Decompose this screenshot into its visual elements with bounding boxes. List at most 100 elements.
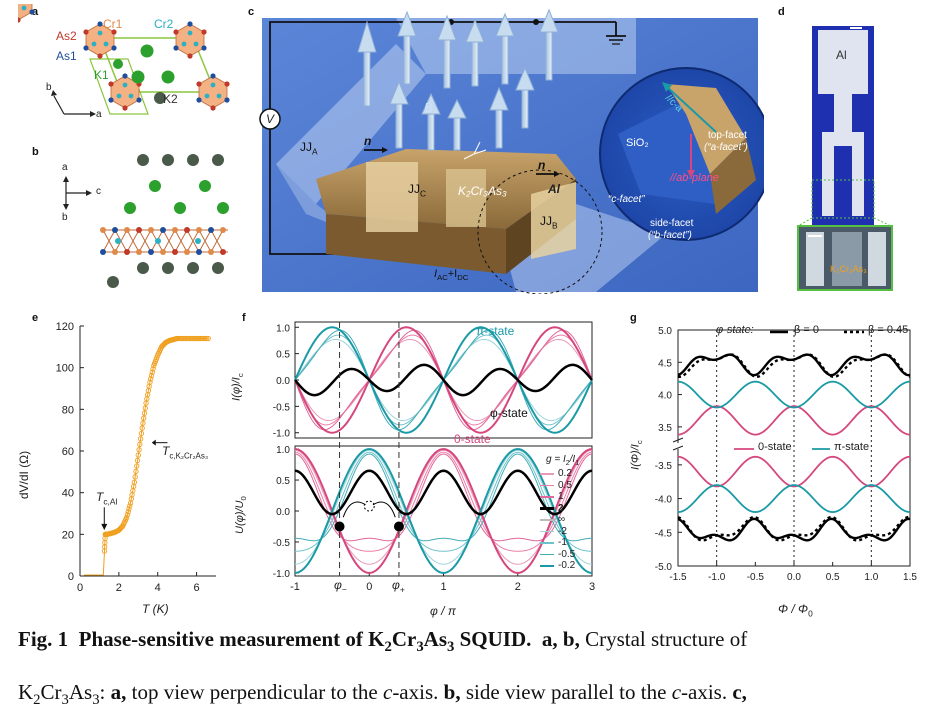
y-tick-label: -1.0 [273, 429, 291, 440]
y-tick-label: 1.0 [276, 445, 290, 456]
energy-phi-state [294, 469, 593, 516]
legend-swatch [540, 553, 554, 555]
data-point [133, 468, 139, 475]
y-tick-label: 4.0 [658, 391, 672, 402]
cpr-phi-state [294, 363, 593, 397]
data-point [134, 463, 140, 469]
axis-label-c: c [96, 186, 101, 197]
panel-letter-d: d [778, 6, 785, 18]
data-point [137, 436, 144, 442]
label-k2: K2 [163, 92, 178, 106]
zero-state-upper [677, 405, 911, 436]
label-n2: n [538, 158, 546, 172]
phi-state-beta045-lower [677, 515, 911, 542]
label-al: Al [836, 48, 847, 62]
legend-item: 2 [540, 503, 575, 515]
legend-item: 0.2 [540, 468, 575, 480]
label-phi-state: φ-state [490, 406, 528, 420]
legend-item: -2 [540, 526, 575, 538]
legend-label: 0.5 [558, 479, 572, 491]
chart-squid-current: 3.5 4.0 4.5 5.0 -5.0 -4.5 -4.0 -3.5 -1.5 -1.0 -0.5… [655, 326, 918, 583]
legend-label: 2 [558, 502, 564, 514]
y-tick-label: -0.5 [273, 538, 291, 549]
ylabel-f-bottom: U(φ)/U0 [233, 496, 248, 534]
y-tick-label: 3.5 [658, 423, 672, 434]
y-tick-label: -5.0 [655, 562, 673, 573]
y-tick-label: 100 [56, 363, 74, 375]
label-pi-state: π-state [476, 324, 515, 338]
chart-resistance-temperature: 0 20 40 60 80 100 120 0 2 4 6 [56, 321, 216, 594]
label-side-facet: side-facet [650, 218, 694, 229]
legend-title: g = I2/I1 [546, 454, 580, 467]
label-k1: K1 [94, 68, 109, 82]
legend-f: 0.2 0.5 1 2 ∞ -2 -1 -0.5 -0.2 [540, 468, 575, 572]
x-tick-label: 0 [77, 582, 83, 594]
legend-pi-state: π-state [834, 441, 870, 453]
legend-swatch [540, 542, 554, 544]
y-tick-label: 1.0 [276, 323, 290, 334]
figure-caption-line2: K2Cr3As3: a, top view perpendicular to t… [18, 680, 747, 709]
y-tick-label: -4.0 [655, 495, 673, 506]
legend-swatch [540, 473, 554, 475]
axis-label-a: a [96, 109, 102, 120]
label-phi-plus: φ+ [392, 578, 405, 595]
label-as2: As2 [56, 29, 77, 43]
legend-label: -2 [558, 525, 567, 537]
data-point [136, 447, 142, 453]
xlabel-f: φ / π [430, 604, 456, 618]
x-tick-label: 3 [589, 581, 595, 593]
legend-label: 0.2 [558, 468, 572, 480]
y-tick-label: 80 [62, 404, 74, 416]
x-tick-label: 0.5 [826, 572, 840, 583]
label-as1: As1 [56, 49, 77, 63]
legend-label: ∞ [558, 514, 566, 526]
y-tick-label: 40 [62, 488, 74, 500]
x-tick-label: 0 [366, 581, 372, 593]
legend-label: 1 [558, 491, 564, 503]
arrow-left [342, 501, 366, 518]
data-point [141, 410, 148, 416]
legend-swatch [540, 506, 554, 510]
data-point [138, 430, 145, 437]
x-tick-label: -1.5 [669, 572, 687, 583]
legend-item: 0.5 [540, 480, 575, 492]
arrowhead-tc-al [101, 523, 108, 531]
x-tick-label: 1 [440, 581, 446, 593]
energy-curve [294, 449, 593, 565]
label-phi-minus: φ− [334, 578, 347, 595]
legend-beta045: β = 0.45 [868, 324, 909, 336]
legend-item: ∞ [540, 514, 575, 526]
data-point [148, 376, 154, 382]
panel-b: b [18, 142, 233, 294]
crystal-top-view [18, 4, 231, 117]
legend-item: -0.2 [540, 560, 575, 572]
arrow-right [372, 501, 396, 518]
data-point [147, 379, 153, 385]
x-tick-label: 2 [116, 582, 122, 594]
label-material: K₂Cr₃As₃ [830, 264, 867, 274]
x-tick-label: -0.5 [747, 572, 765, 583]
axis-break-mark [672, 437, 684, 443]
x-tick-label: 6 [194, 582, 200, 594]
y-tick-label: 0.5 [276, 350, 290, 361]
legend-swatch [540, 484, 554, 486]
ylabel-e: dV/dI (Ω) [17, 450, 32, 500]
panel-letter-b: b [32, 146, 39, 158]
data-point [127, 503, 133, 509]
x-tick-label: 2 [515, 581, 521, 593]
phi-state-beta0-lower [677, 517, 911, 542]
y-tick-label: 0.0 [276, 376, 290, 387]
data-point [123, 515, 130, 521]
label-ab-plane: //ab-plane [670, 172, 719, 184]
label-top-facet-sub: (“a-facet”) [704, 142, 748, 153]
label-al: Al [548, 182, 560, 196]
data-point [135, 452, 141, 458]
device-schematic [259, 8, 764, 294]
y-tick-label: 120 [56, 321, 74, 333]
y-tick-label: 20 [62, 529, 74, 541]
axis-break [675, 443, 683, 449]
panel-e: e 0 20 40 60 80 100 120 0 2 4 6 dV/dI (Ω) T (K) Tc… [17, 308, 228, 620]
arrowhead-tc-k [151, 439, 156, 446]
label-cr1: Cr1 [103, 17, 123, 31]
x-tick-label: 0.0 [787, 572, 801, 583]
